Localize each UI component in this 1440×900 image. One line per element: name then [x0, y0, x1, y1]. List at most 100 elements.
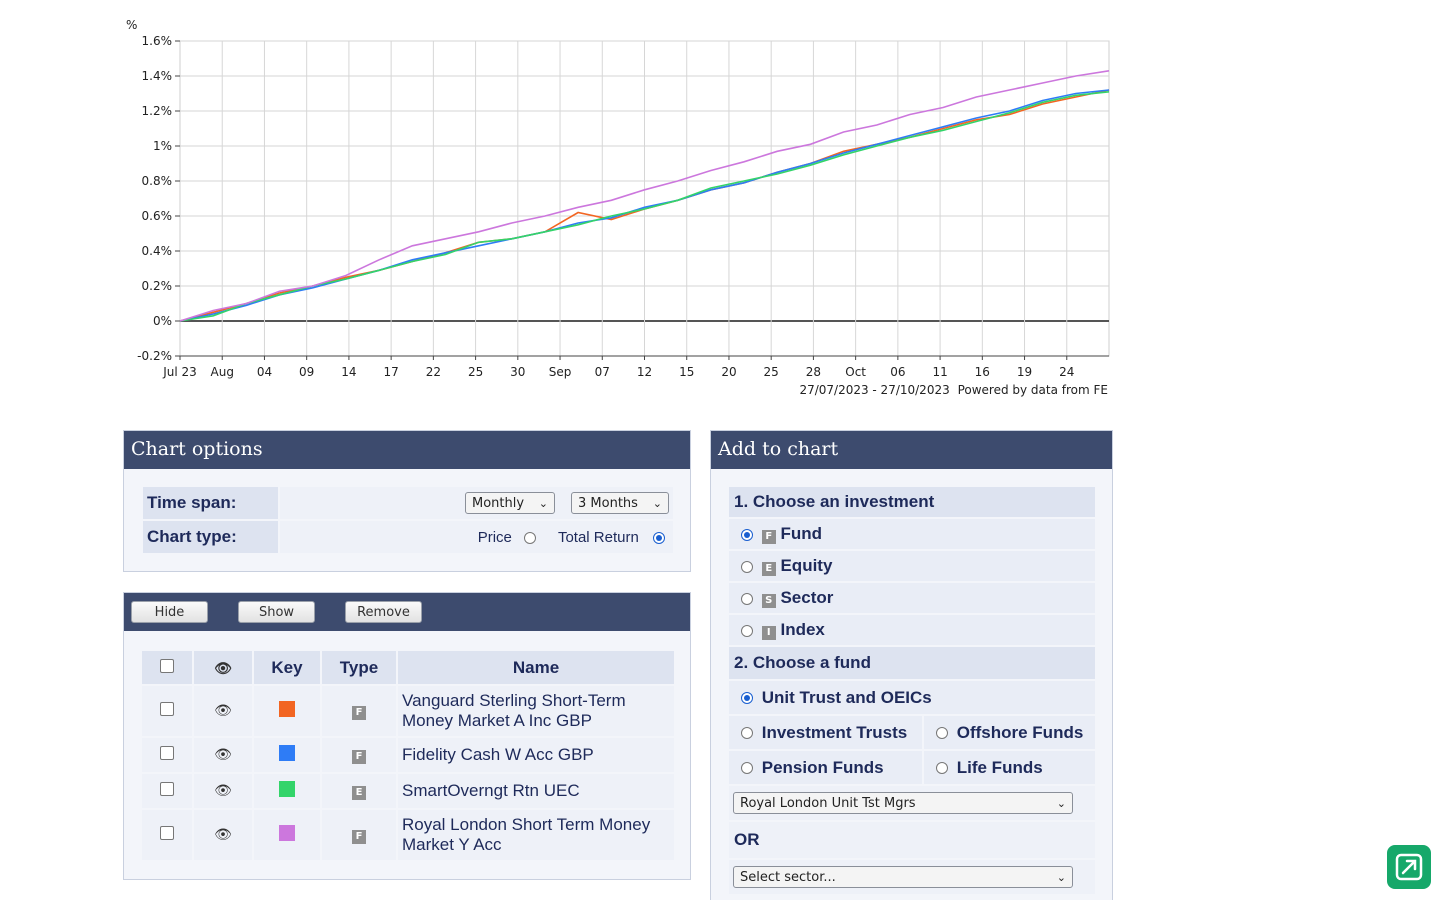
- equity-badge-icon: E: [761, 562, 776, 576]
- fund-table: 👁 Key Type Name 👁 F Vanguard Sterling Sh…: [140, 649, 676, 862]
- fund-type-icon: F: [352, 750, 366, 764]
- row-checkbox[interactable]: [160, 781, 174, 796]
- eye-icon[interactable]: 👁: [214, 782, 232, 798]
- y-tick-label: 1.2%: [142, 104, 173, 118]
- eye-icon[interactable]: 👁: [214, 826, 232, 842]
- row-checkbox[interactable]: [160, 701, 174, 716]
- x-tick-label: 17: [383, 365, 398, 379]
- x-tick-label: 14: [341, 365, 356, 379]
- sector-select[interactable]: Select sector... ⌄: [733, 866, 1073, 888]
- price-radio[interactable]: [524, 531, 537, 544]
- sector-badge-icon: S: [761, 594, 776, 608]
- table-row: 👁 F Royal London Short Term Money Market…: [142, 810, 674, 860]
- fund-option-label: Fund: [780, 524, 823, 543]
- add-to-chart-panel: Add to chart 1. Choose an investment F F…: [710, 430, 1113, 900]
- fund-name[interactable]: Royal London Short Term Money Market Y A…: [398, 810, 674, 860]
- x-tick-label: Jul 23: [162, 365, 197, 379]
- y-unit-label: %: [126, 18, 137, 32]
- series-line-3: [179, 91, 1110, 322]
- x-tick-label: 28: [806, 365, 821, 379]
- show-button[interactable]: Show: [238, 601, 315, 623]
- price-label: Price: [477, 528, 512, 546]
- date-range: 27/07/2023 - 27/10/2023: [799, 383, 949, 397]
- sector-select-value: Select sector...: [740, 869, 836, 885]
- chart-options-title: Chart options: [124, 431, 690, 469]
- frequency-select[interactable]: Monthly ⌄: [465, 492, 555, 514]
- arrow-icon: [1395, 853, 1423, 881]
- table-row: 👁 F Vanguard Sterling Short-Term Money M…: [142, 686, 674, 736]
- fund-name[interactable]: SmartOverngt Rtn UEC: [398, 774, 674, 808]
- x-tick-label: Aug: [211, 365, 234, 379]
- investment-trusts-radio[interactable]: [741, 727, 753, 740]
- data-credit: Powered by data from FE: [958, 383, 1108, 397]
- unit-trust-label: Unit Trust and OEICs: [761, 687, 932, 707]
- fund-type-icon: F: [352, 706, 366, 720]
- eye-icon[interactable]: 👁: [214, 702, 232, 718]
- fund-type-icon: E: [352, 786, 366, 800]
- y-tick-label: 0.6%: [142, 209, 173, 223]
- select-all-checkbox[interactable]: [160, 658, 174, 673]
- fund-list-panel: Hide Show Remove 👁 Key Type Name 👁 F Van…: [123, 592, 691, 880]
- remove-button[interactable]: Remove: [345, 601, 422, 623]
- period-select[interactable]: 3 Months ⌄: [571, 492, 669, 514]
- x-tick-label: 07: [595, 365, 610, 379]
- step1-label: 1. Choose an investment: [729, 487, 1095, 517]
- fund-name[interactable]: Vanguard Sterling Short-Term Money Marke…: [398, 686, 674, 736]
- chart-type-label: Chart type:: [143, 521, 278, 553]
- key-swatch: [279, 744, 295, 761]
- life-funds-label: Life Funds: [956, 757, 1043, 777]
- total-return-radio[interactable]: [653, 531, 665, 544]
- performance-chart: 1.6% 1.4% 1.2% 1% 0.8% 0.6% 0.4% 0.2% 0% -0.2% Ju…: [126, 18, 1110, 397]
- unit-trust-radio[interactable]: [741, 692, 753, 705]
- equity-radio[interactable]: [741, 560, 753, 573]
- total-return-label: Total Return: [557, 528, 639, 546]
- y-tick-label: 0.4%: [142, 244, 173, 258]
- row-checkbox[interactable]: [160, 825, 174, 840]
- y-tick-label: 1.4%: [142, 69, 173, 83]
- y-tick-label: 1%: [153, 139, 172, 153]
- x-tick-label: 25: [468, 365, 483, 379]
- fund-manager-select[interactable]: Royal London Unit Tst Mgrs ⌄: [733, 792, 1073, 814]
- offshore-funds-radio[interactable]: [936, 727, 948, 740]
- key-swatch: [279, 780, 295, 797]
- y-tick-label: 0.8%: [142, 174, 173, 188]
- pension-funds-label: Pension Funds: [761, 757, 884, 777]
- table-row: 👁 F Fidelity Cash W Acc GBP: [142, 738, 674, 772]
- x-tick-label: 16: [975, 365, 990, 379]
- y-tick-label: -0.2%: [137, 349, 172, 363]
- equity-option-label: Equity: [780, 556, 833, 575]
- index-radio[interactable]: [741, 624, 753, 637]
- x-tick-label: 20: [721, 365, 736, 379]
- chart-grid: [179, 40, 1110, 357]
- pension-funds-radio[interactable]: [741, 762, 753, 775]
- life-funds-radio[interactable]: [936, 762, 948, 775]
- x-tick-label: 24: [1059, 365, 1074, 379]
- x-tick-label: 09: [299, 365, 314, 379]
- sector-radio[interactable]: [741, 592, 753, 605]
- time-span-label: Time span:: [143, 487, 278, 519]
- fund-radio[interactable]: [741, 528, 753, 541]
- frequency-value: Monthly: [472, 495, 525, 511]
- key-swatch: [279, 824, 295, 841]
- or-label: OR: [729, 822, 1095, 858]
- chevron-down-icon: ⌄: [538, 496, 548, 510]
- x-tick-label: Sep: [549, 365, 572, 379]
- eye-icon[interactable]: 👁: [214, 746, 232, 762]
- type-header: Type: [322, 651, 396, 684]
- table-row: 👁 E SmartOverngt Rtn UEC: [142, 774, 674, 808]
- fund-name[interactable]: Fidelity Cash W Acc GBP: [398, 738, 674, 772]
- period-value: 3 Months: [578, 495, 638, 511]
- series-line-4: [179, 70, 1110, 322]
- share-chart-icon[interactable]: [1387, 845, 1431, 889]
- table-header-row: 👁 Key Type Name: [142, 651, 674, 684]
- offshore-funds-label: Offshore Funds: [956, 722, 1084, 742]
- row-checkbox[interactable]: [160, 745, 174, 760]
- investment-trusts-label: Investment Trusts: [761, 722, 908, 742]
- x-tick-label: 19: [1017, 365, 1032, 379]
- hide-button[interactable]: Hide: [131, 601, 208, 623]
- x-tick-label: 25: [764, 365, 779, 379]
- chevron-down-icon: ⌄: [652, 496, 662, 510]
- fund-manager-value: Royal London Unit Tst Mgrs: [740, 795, 916, 811]
- key-header: Key: [254, 651, 320, 684]
- chevron-down-icon: ⌄: [1056, 796, 1066, 810]
